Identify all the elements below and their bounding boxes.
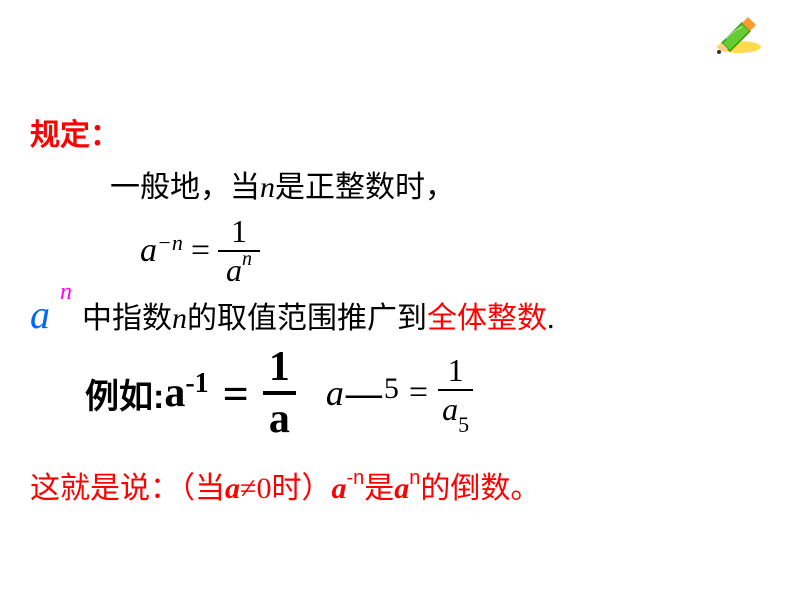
example-row: 例如: a-1 = 1 a a —5 = 1 a5 [85, 348, 770, 438]
extension-statement: an 中指数n的取值范围推广到全体整数. [30, 291, 770, 338]
general-statement: 一般地，当n是正整数时， [110, 162, 770, 206]
conclusion-text: 这就是说：（当a≠0时）a-n是an的倒数。 [30, 463, 770, 507]
rule-heading: 规定： [30, 110, 770, 154]
content-area: 规定： 一般地，当n是正整数时， a−n = 1 an an 中指数n的取值范围… [30, 110, 770, 507]
example-label: 例如: [85, 369, 164, 418]
main-formula: a−n = 1 an [140, 211, 770, 291]
a-power-n-symbol: an [30, 291, 70, 338]
pencil-icon [714, 15, 764, 60]
